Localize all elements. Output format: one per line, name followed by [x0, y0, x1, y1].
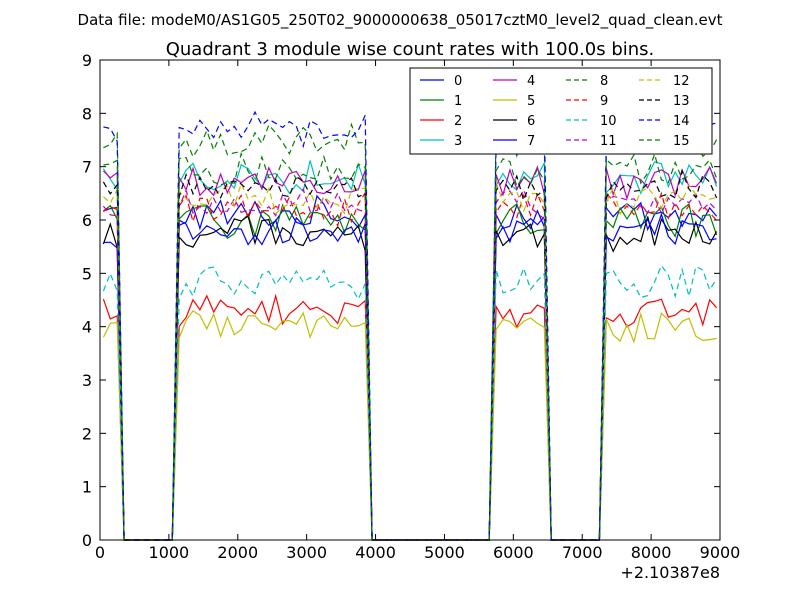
- x-tick-label: 3000: [286, 543, 327, 562]
- legend-label-4: 4: [527, 74, 535, 89]
- legend-label-8: 8: [600, 74, 608, 89]
- x-offset-label: +2.10387e8: [620, 563, 720, 582]
- y-tick-label: 5: [82, 264, 92, 283]
- series-line-1: [103, 202, 718, 541]
- x-tick-label: 7000: [562, 543, 603, 562]
- legend-frame: [409, 67, 713, 155]
- x-tick-label: 4000: [355, 543, 396, 562]
- legend-label-5: 5: [527, 94, 535, 109]
- x-tick-label: 8000: [631, 543, 672, 562]
- x-tick-label: 5000: [424, 543, 465, 562]
- legend-label-3: 3: [454, 134, 462, 149]
- legend-label-1: 1: [454, 94, 462, 109]
- legend-label-0: 0: [454, 74, 462, 89]
- legend-label-10: 10: [600, 114, 617, 129]
- y-tick-label: 9: [82, 51, 92, 70]
- plot-area-frame: [99, 59, 721, 541]
- series-line-7: [103, 212, 717, 541]
- x-tick-label: 2000: [217, 543, 258, 562]
- y-tick-label: 3: [82, 371, 92, 390]
- legend-label-7: 7: [527, 134, 535, 149]
- legend-label-12: 12: [673, 74, 690, 89]
- series-line-4: [102, 165, 718, 541]
- x-tick-label: 1000: [149, 543, 190, 562]
- series-line-15: [103, 151, 718, 541]
- y-tick-label: 6: [82, 211, 92, 230]
- series-line-0: [103, 194, 718, 541]
- axis-ticks: 0 1000 2000 3000 4000 5000 6000 7000 8000 9000012…: [82, 51, 741, 562]
- legend-label-11: 11: [600, 134, 617, 149]
- figure-suptitle: Data file: modeM0/AS1G05_250T02_90000006…: [78, 11, 723, 30]
- x-tick-label: 6000: [493, 543, 534, 562]
- series-line-10: [102, 264, 718, 541]
- series-line-12: [102, 181, 717, 541]
- plot-lines: [102, 110, 718, 541]
- series-line-2: [102, 293, 718, 541]
- series-line-3: [102, 160, 718, 541]
- y-tick-label: 1: [82, 478, 92, 497]
- x-tick-label: 9000: [700, 543, 741, 562]
- legend-label-6: 6: [527, 114, 535, 129]
- series-line-6: [102, 214, 718, 541]
- legend-label-14: 14: [673, 114, 690, 129]
- series-line-9: [103, 190, 718, 541]
- y-tick-label: 0: [82, 531, 92, 550]
- chart-title: Quadrant 3 module wise count rates with …: [166, 39, 655, 60]
- y-tick-label: 4: [82, 318, 92, 337]
- legend-label-9: 9: [600, 94, 608, 109]
- legend-label-2: 2: [454, 114, 462, 129]
- y-tick-label: 2: [82, 424, 92, 443]
- series-line-14: [103, 110, 717, 541]
- y-tick-label: 8: [82, 104, 92, 123]
- y-tick-label: 7: [82, 158, 92, 177]
- legend-label-15: 15: [673, 134, 690, 149]
- series-line-5: [102, 310, 717, 541]
- x-tick-label: 0: [95, 543, 105, 562]
- legend-label-13: 13: [673, 94, 690, 109]
